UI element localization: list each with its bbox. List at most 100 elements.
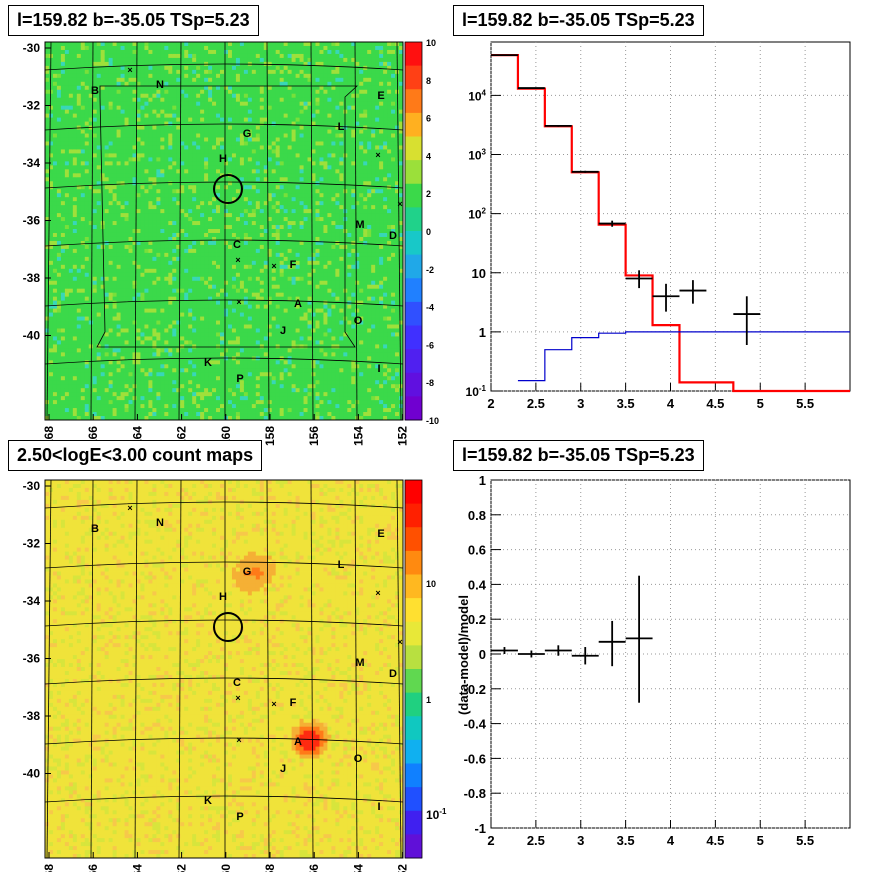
source-label-n: N (156, 517, 164, 529)
source-marker: × (127, 65, 132, 75)
colorbar-segment (405, 480, 422, 504)
y-tick-label: -40 (23, 767, 41, 781)
source-label-a: A (294, 736, 302, 748)
colorbar-segment (405, 551, 422, 575)
source-marker: × (235, 255, 240, 265)
colorbar-segment (405, 255, 422, 279)
y-tick-label: -32 (23, 99, 41, 113)
source-label-p: P (236, 811, 243, 823)
x-tick-label: 158 (263, 426, 277, 446)
y-tick-label: -34 (23, 594, 41, 608)
colorbar-tick-label: 0 (426, 227, 431, 237)
panel-title-top-right: l=159.82 b=-35.05 TSp=5.23 (453, 5, 704, 36)
y-tick-label: 102 (468, 207, 486, 222)
source-label-g: G (243, 566, 252, 578)
source-label-d: D (389, 230, 397, 242)
source-label-b: B (91, 85, 99, 97)
x-tick-label: 5.5 (796, 396, 814, 411)
source-marker: × (271, 261, 276, 271)
source-label-d: D (389, 668, 397, 680)
colorbar-tick-label: 6 (426, 114, 431, 124)
panel-title-top-left: l=159.82 b=-35.05 TSp=5.23 (8, 5, 259, 36)
y-tick-label: -38 (23, 709, 41, 723)
x-tick-label: 4 (667, 396, 675, 411)
colorbar-tick-label: 10 (426, 579, 436, 589)
colorbar-tick-label: 10 (426, 38, 436, 48)
y-tick-label: 0.4 (468, 577, 487, 592)
x-tick-label: 156 (307, 864, 321, 872)
panel-title-bottom-left: 2.50<logE<3.00 count maps (8, 440, 262, 471)
source-label-c: C (233, 239, 241, 251)
source-marker: × (397, 199, 402, 209)
y-tick-label: 104 (468, 88, 486, 103)
source-marker: × (127, 503, 132, 513)
y-tick-label: -36 (23, 652, 41, 666)
colorbar-segment (405, 834, 422, 858)
y-tick-label: -0.8 (464, 786, 486, 801)
colorbar-segment (405, 373, 422, 397)
source-label-b: B (91, 523, 99, 535)
source-label-e: E (377, 528, 384, 540)
source-label-h: H (219, 591, 227, 603)
y-tick-label: -30 (23, 479, 41, 493)
colorbar-tick-label: -6 (426, 340, 434, 350)
x-tick-label: 158 (263, 864, 277, 872)
y-tick-label: -30 (23, 41, 41, 55)
colorbar-segment (405, 716, 422, 740)
x-tick-label: 2.5 (527, 833, 545, 848)
colorbar-segment (405, 669, 422, 693)
x-tick-label: 5 (757, 833, 764, 848)
source-label-c: C (233, 677, 241, 689)
source-label-k: K (204, 795, 212, 807)
source-marker: × (235, 693, 240, 703)
source-label-o: O (354, 315, 363, 327)
source-label-m: M (355, 219, 364, 231)
x-tick-label: 3 (577, 396, 584, 411)
y-tick-label: 10 (472, 266, 486, 281)
colorbar-tick-label: -4 (426, 303, 434, 313)
source-marker: × (375, 150, 380, 160)
y-tick-label: -0.4 (464, 717, 487, 732)
y-tick-label: -38 (23, 271, 41, 285)
x-tick-label: 164 (130, 864, 144, 872)
source-label-a: A (294, 298, 302, 310)
y-tick-label: 0 (479, 647, 486, 662)
source-label-i: I (377, 363, 380, 375)
y-tick-label: 103 (468, 148, 486, 163)
y-axis-label: (data-model)/model (456, 595, 471, 715)
y-tick-label: -1 (474, 821, 486, 836)
y-tick-label: 1 (479, 325, 486, 340)
colorbar-segment (405, 113, 422, 137)
y-tick-label: -32 (23, 537, 41, 551)
source-label-o: O (354, 753, 363, 765)
source-label-m: M (355, 657, 364, 669)
y-tick-label: -34 (23, 156, 41, 170)
x-tick-label: 3.5 (617, 833, 635, 848)
y-tick-label: 0.8 (468, 508, 486, 523)
sky-map-top-left (45, 42, 422, 421)
y-tick-label: 10-1 (466, 384, 487, 399)
x-tick-label: 154 (351, 864, 365, 872)
source-marker: × (375, 588, 380, 598)
x-tick-label: 2.5 (527, 396, 545, 411)
colorbar-segment (405, 645, 422, 669)
colorbar-segment (405, 764, 422, 788)
panel-title-bottom-right: l=159.82 b=-35.05 TSp=5.23 (453, 440, 704, 471)
x-tick-label: 2 (487, 833, 494, 848)
colorbar-segment (405, 622, 422, 646)
source-marker: × (397, 637, 402, 647)
source-label-f: F (290, 697, 297, 709)
x-tick-label: 152 (396, 864, 410, 872)
x-tick-label: 4.5 (706, 833, 724, 848)
x-tick-label: 154 (351, 426, 365, 446)
sky-map-bottom-left (45, 480, 422, 859)
x-tick-label: 3 (577, 833, 584, 848)
x-tick-label: 168 (42, 864, 56, 872)
source-marker: × (236, 735, 241, 745)
colorbar-segment (405, 278, 422, 302)
source-label-j: J (280, 325, 286, 337)
colorbar-tick-label: -8 (426, 378, 434, 388)
source-label-k: K (204, 357, 212, 369)
source-label-i: I (377, 801, 380, 813)
source-label-g: G (243, 128, 252, 140)
